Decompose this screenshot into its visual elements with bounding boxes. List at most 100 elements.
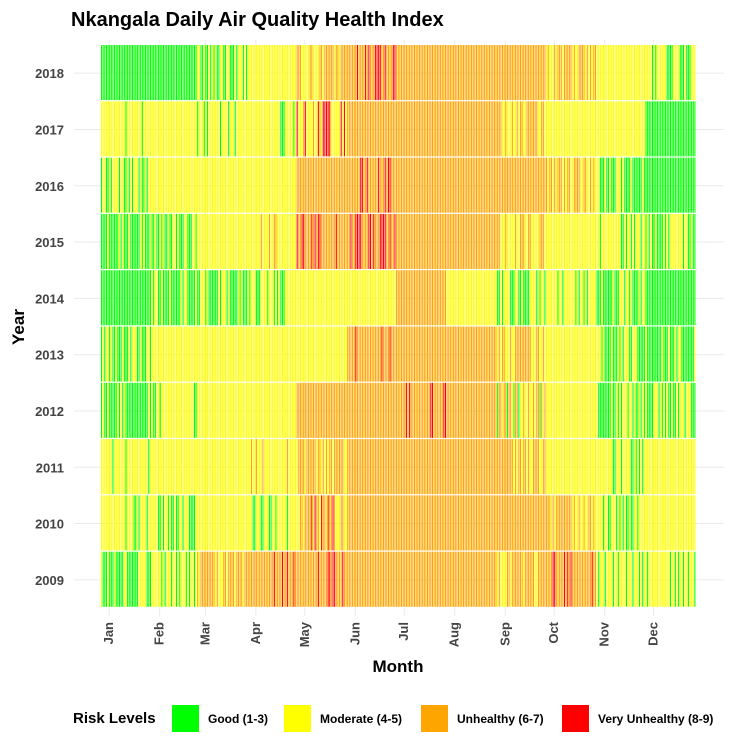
day-cell (348, 439, 350, 495)
day-cell (268, 439, 270, 495)
day-cell (676, 551, 678, 607)
day-cell (161, 270, 163, 326)
day-cell (472, 439, 474, 495)
day-cell (528, 382, 530, 438)
day-cell (277, 551, 279, 607)
day-cell (660, 101, 662, 157)
day-cell (234, 439, 236, 495)
day-cell (164, 45, 166, 101)
day-cell (275, 439, 277, 495)
day-cell (363, 270, 365, 326)
day-cell (192, 326, 194, 382)
day-cell (490, 270, 492, 326)
day-cell (164, 101, 166, 157)
day-cell (638, 213, 641, 269)
day-cell (280, 495, 282, 551)
day-cell (156, 551, 158, 607)
day-cell (138, 213, 140, 269)
day-cell (255, 213, 257, 269)
day-cell (234, 45, 236, 101)
day-cell (237, 439, 240, 495)
day-cell (503, 101, 505, 157)
day-cell (264, 382, 266, 438)
day-cell (581, 45, 583, 101)
day-cell (508, 157, 510, 213)
day-cell (299, 495, 301, 551)
day-cell (655, 213, 657, 269)
day-cell (524, 213, 526, 269)
day-cell (249, 326, 251, 382)
day-cell (435, 326, 437, 382)
day-cell (526, 382, 528, 438)
day-cell (448, 45, 450, 101)
day-cell (352, 326, 354, 382)
day-cell (454, 551, 456, 607)
day-cell (678, 270, 680, 326)
day-cell (423, 495, 425, 551)
day-cell (519, 101, 522, 157)
day-cell (622, 439, 624, 495)
day-cell (609, 495, 611, 551)
day-cell (321, 439, 323, 495)
day-cell (431, 270, 433, 326)
day-cell (591, 326, 593, 382)
day-cell (234, 213, 236, 269)
day-cell (187, 45, 189, 101)
day-cell (303, 213, 305, 269)
day-cell (229, 101, 231, 157)
day-cell (415, 551, 417, 607)
day-cell (436, 101, 438, 157)
day-cell (692, 326, 694, 382)
day-cell (619, 326, 621, 382)
day-cell (184, 101, 186, 157)
day-cell (526, 213, 528, 269)
day-cell (409, 213, 411, 269)
day-cell (334, 326, 336, 382)
day-cell (223, 45, 225, 101)
day-cell (272, 45, 274, 101)
day-cell (304, 551, 306, 607)
day-cell (658, 551, 660, 607)
day-cell (151, 326, 153, 382)
day-cell (280, 270, 282, 326)
day-cell (648, 382, 650, 438)
day-cell (358, 101, 360, 157)
day-cell (358, 157, 360, 213)
day-cell (228, 326, 230, 382)
day-cell (531, 157, 533, 213)
day-cell (621, 439, 623, 495)
day-cell (236, 270, 238, 326)
day-cell (363, 382, 365, 438)
day-cell (234, 101, 236, 157)
day-cell (510, 213, 512, 269)
day-cell (272, 270, 274, 326)
day-cell (281, 551, 284, 607)
day-cell (607, 382, 610, 438)
day-cell (206, 213, 209, 269)
day-cell (404, 270, 406, 326)
day-cell (410, 551, 412, 607)
day-cell (114, 439, 116, 495)
day-cell (658, 439, 660, 495)
day-cell (691, 213, 693, 269)
day-cell (607, 439, 610, 495)
day-cell (270, 45, 272, 101)
day-cell (174, 270, 176, 326)
day-cell (650, 382, 652, 438)
day-cell (674, 270, 676, 326)
day-cell (438, 382, 440, 438)
day-cell (648, 213, 650, 269)
day-cell (166, 101, 168, 157)
day-cell (298, 270, 300, 326)
day-cell (309, 213, 311, 269)
day-cell (268, 157, 270, 213)
day-cell (648, 270, 650, 326)
day-cell (352, 45, 354, 101)
day-cell (197, 157, 199, 213)
day-cell (110, 270, 112, 326)
day-cell (591, 439, 593, 495)
day-cell (330, 495, 332, 551)
day-cell (666, 45, 668, 101)
day-cell (466, 45, 468, 101)
day-cell (539, 270, 541, 326)
